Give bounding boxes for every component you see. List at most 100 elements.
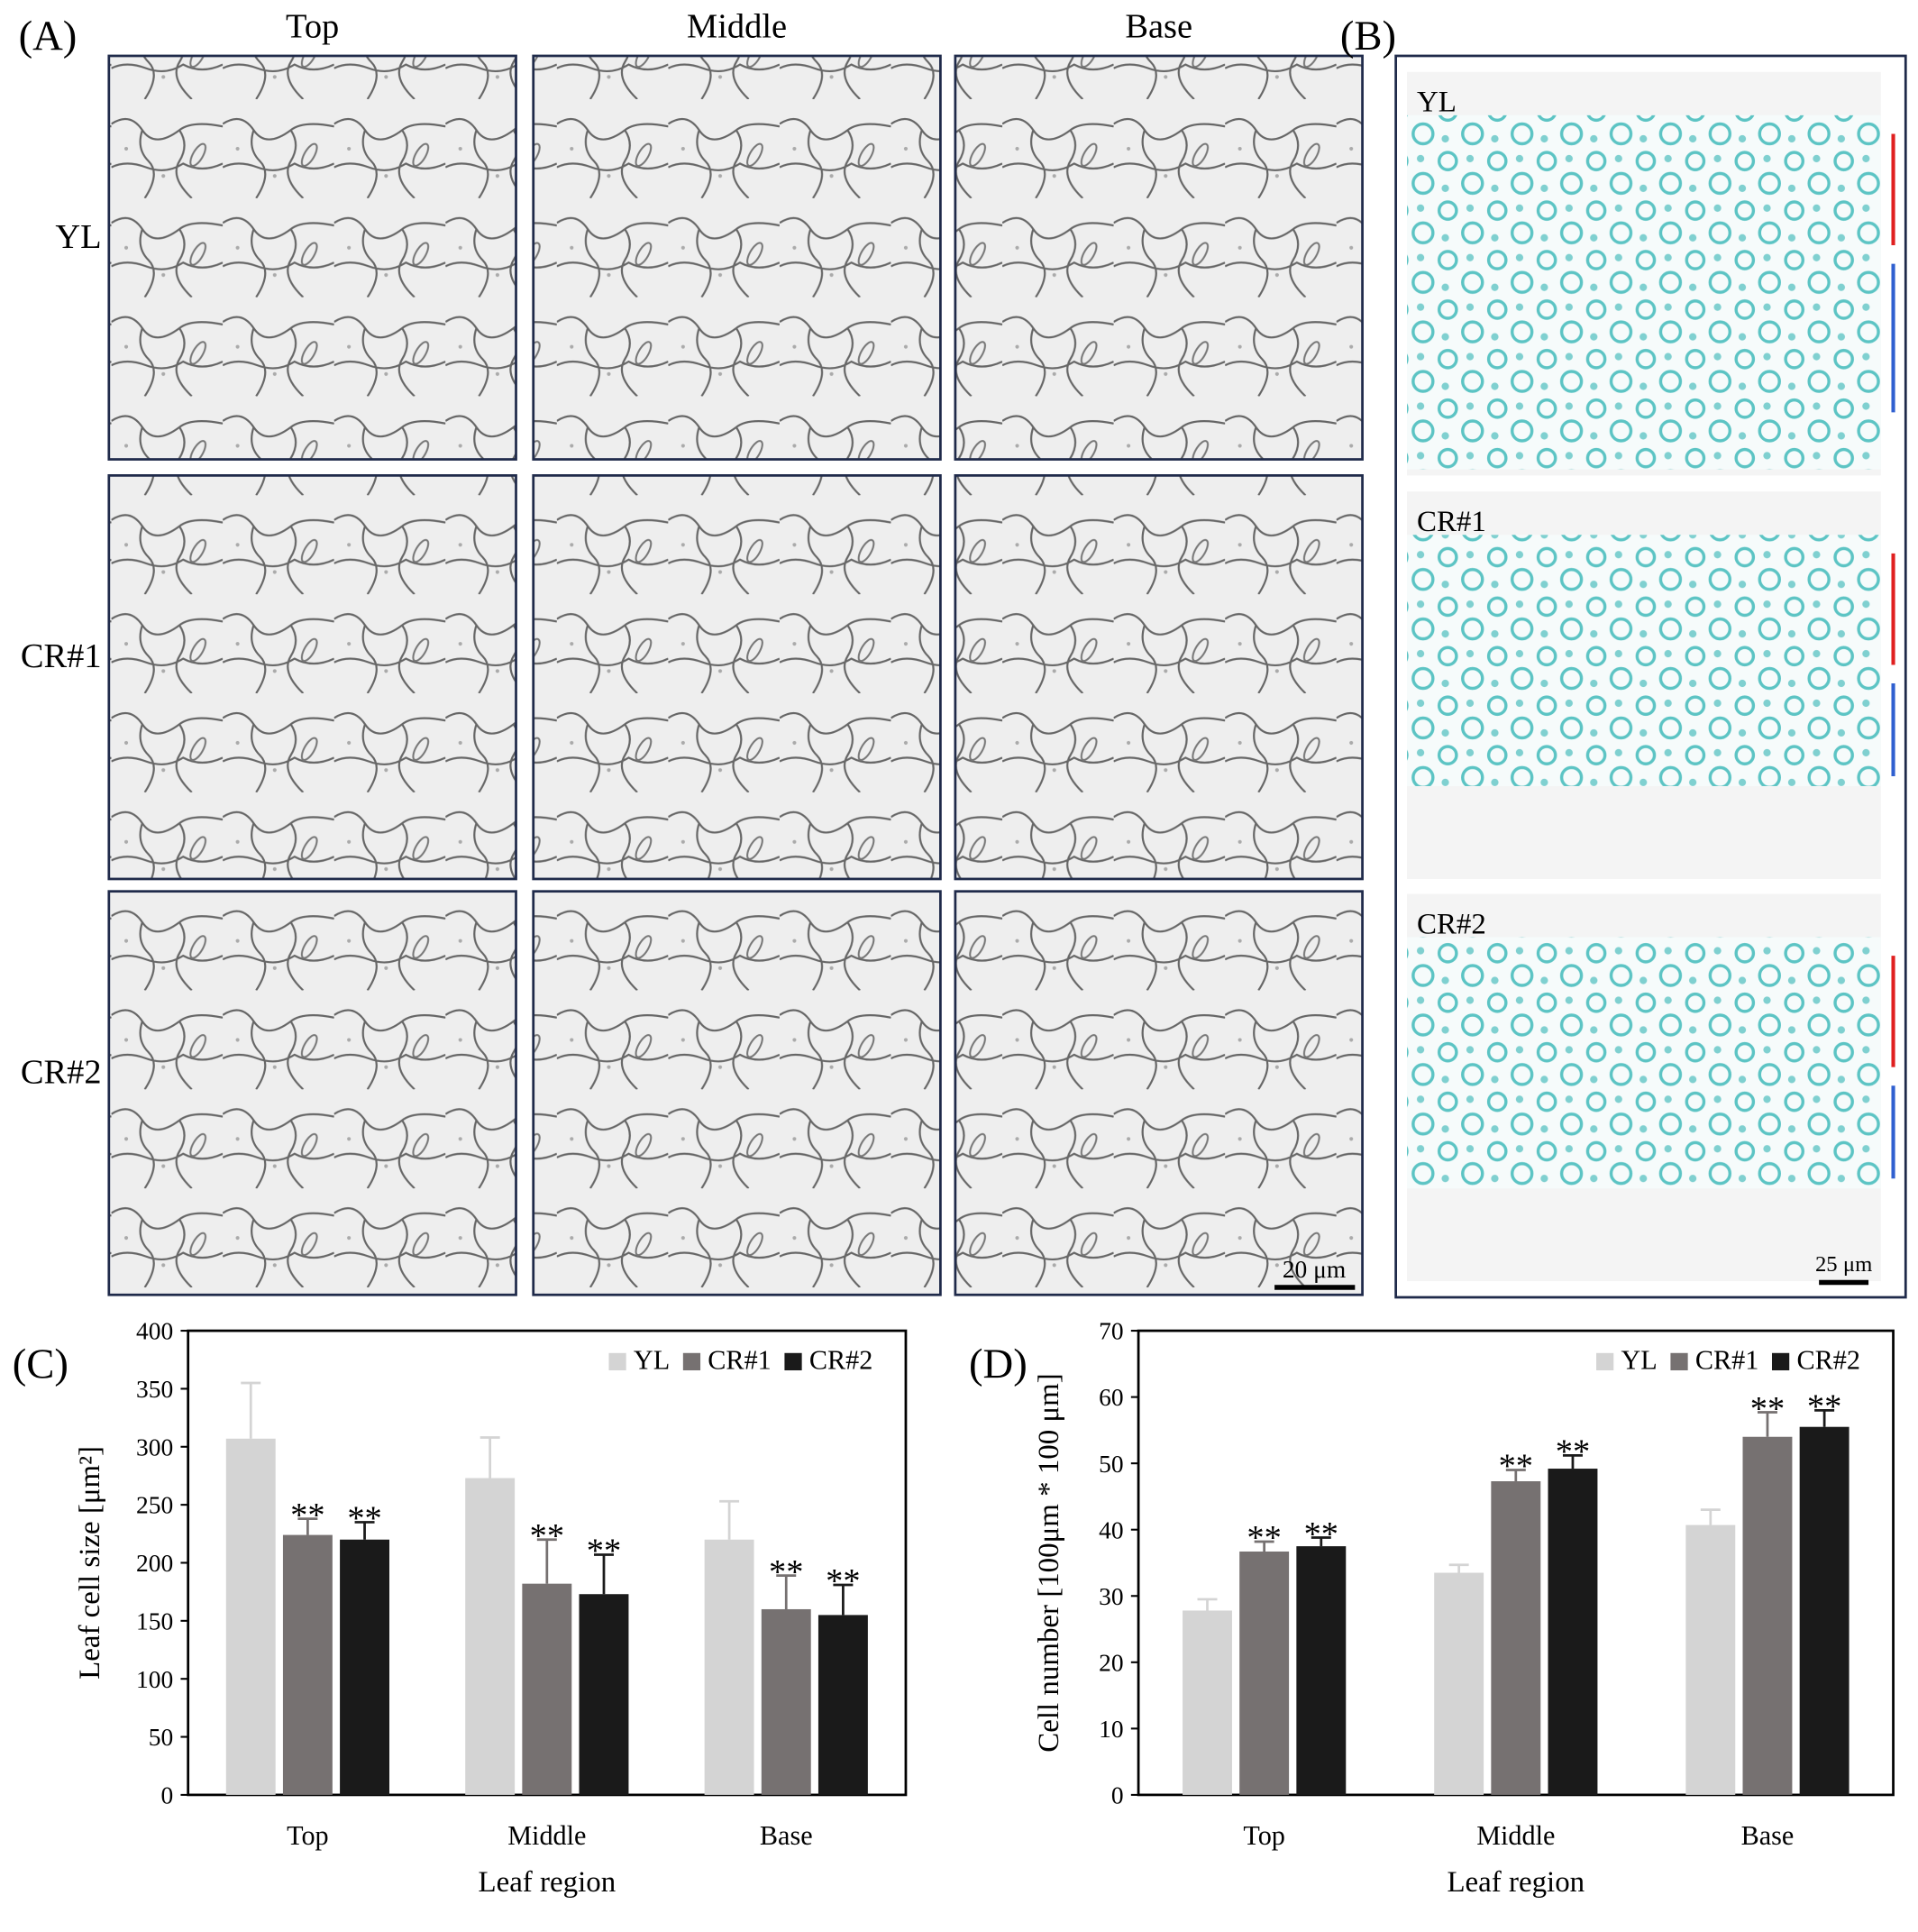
error-bar [593, 1553, 614, 1595]
column-header: Base [1125, 7, 1192, 45]
legend-swatch [1670, 1352, 1688, 1370]
micrograph [954, 54, 1364, 461]
x-axis-label: Leaf region [478, 1866, 616, 1899]
row-label: CR#1 [1417, 506, 1486, 538]
error-bar [1254, 1540, 1274, 1552]
y-axis-label: Leaf cell size [μm²] [74, 1446, 106, 1680]
y-tick-label: 50 [1099, 1451, 1123, 1478]
x-tick-label: Base [760, 1820, 813, 1851]
error-bar [1505, 1469, 1526, 1482]
y-tick-label: 0 [1111, 1782, 1124, 1809]
x-tick-label: Middle [1476, 1820, 1555, 1851]
y-tick-label: 10 [1099, 1716, 1123, 1743]
y-tick-label: 30 [1099, 1583, 1123, 1610]
significance-marker: ** [1304, 1515, 1338, 1553]
row-label: CR#2 [21, 1053, 102, 1091]
column-header: Middle [687, 7, 787, 45]
significance-marker: ** [1499, 1448, 1533, 1486]
significance-marker: ** [530, 1517, 564, 1555]
y-tick-label: 50 [149, 1724, 173, 1751]
bar [1548, 1469, 1598, 1795]
x-tick-label: Top [1243, 1820, 1285, 1851]
y-tick-label: 250 [136, 1492, 173, 1519]
y-tick-label: 100 [136, 1666, 173, 1693]
micrograph [954, 474, 1364, 881]
y-tick-label: 20 [1099, 1649, 1123, 1676]
legend-swatch [1596, 1352, 1614, 1370]
panel-label: (B) [1340, 13, 1396, 60]
bar [465, 1478, 516, 1795]
y-tick-label: 60 [1099, 1384, 1123, 1411]
row-label: CR#2 [1417, 908, 1486, 940]
bar [761, 1608, 811, 1795]
bar [1183, 1610, 1232, 1795]
significance-marker: ** [1556, 1433, 1590, 1471]
panel-label: (A) [19, 13, 78, 60]
error-bar [833, 1583, 854, 1616]
significance-marker: ** [769, 1553, 803, 1591]
bar [522, 1583, 572, 1795]
column-header: Top [286, 7, 339, 45]
panel-frame [1394, 54, 1907, 1299]
y-tick-label: 150 [136, 1607, 173, 1634]
significance-marker: ** [826, 1562, 860, 1600]
panel-label: (D) [969, 1341, 1028, 1387]
leaf-tissue [1406, 114, 1881, 470]
y-tick-label: 400 [136, 1318, 173, 1345]
panel-b: YL CR#1 CR#2 25 μm [1406, 71, 1895, 1286]
micrograph [532, 890, 942, 1296]
legend-label: CR#2 [1796, 1345, 1859, 1376]
legend-swatch [784, 1352, 802, 1370]
significance-marker: ** [347, 1500, 381, 1538]
legend-swatch [682, 1352, 701, 1370]
significance-marker: ** [1247, 1519, 1281, 1557]
legend-label: YL [634, 1345, 670, 1376]
error-bar [719, 1499, 740, 1540]
bar [225, 1438, 276, 1795]
error-bar [1311, 1536, 1331, 1547]
micrograph [532, 54, 942, 461]
y-axis-label: Cell number [100μm * 100 μm] [1033, 1373, 1065, 1752]
legend-label: CR#2 [809, 1345, 872, 1376]
bar [1434, 1572, 1484, 1795]
error-bar [1757, 1411, 1777, 1437]
y-tick-label: 350 [136, 1376, 173, 1403]
error-bar [1700, 1508, 1721, 1525]
significance-marker: ** [587, 1533, 621, 1570]
legend-label: CR#1 [708, 1345, 771, 1376]
panel-label: (C) [13, 1341, 68, 1387]
significance-marker: ** [1807, 1388, 1841, 1426]
error-bar [776, 1574, 797, 1609]
bar [340, 1539, 390, 1795]
x-tick-label: Base [1741, 1820, 1795, 1851]
bar [1491, 1481, 1541, 1795]
x-axis-label: Leaf region [1447, 1866, 1585, 1899]
bar [817, 1615, 868, 1795]
legend-label: YL [1621, 1345, 1658, 1376]
scale-bar-label: 25 μm [1815, 1252, 1872, 1277]
row-label: YL [1417, 87, 1457, 119]
charts: (C) 0 50 100 150 200 250 300 350 400 Leaf cell siz… [13, 1318, 1895, 1899]
panel-a: Top Middle Base YL CR#1 CR#2 20 μm [21, 7, 1364, 1296]
significance-marker: ** [1750, 1390, 1785, 1428]
leaf-tissue [1406, 937, 1881, 1189]
bar [1685, 1525, 1736, 1795]
y-tick-label: 200 [136, 1550, 173, 1577]
row-label: CR#1 [21, 637, 102, 675]
legend-swatch [1771, 1352, 1790, 1370]
leaf-tissue [1406, 535, 1881, 786]
y-tick-label: 300 [136, 1433, 173, 1460]
scale-bar-label: 20 μm [1283, 1256, 1346, 1283]
error-bar [1562, 1453, 1583, 1470]
y-tick-label: 70 [1099, 1318, 1123, 1345]
x-tick-label: Top [287, 1820, 329, 1851]
bar [1742, 1436, 1793, 1795]
error-bar [1197, 1598, 1218, 1611]
error-bar [1814, 1408, 1835, 1427]
x-tick-label: Middle [507, 1820, 586, 1851]
bar [704, 1539, 754, 1795]
legend-label: CR#1 [1695, 1345, 1758, 1376]
error-bar [536, 1538, 557, 1584]
